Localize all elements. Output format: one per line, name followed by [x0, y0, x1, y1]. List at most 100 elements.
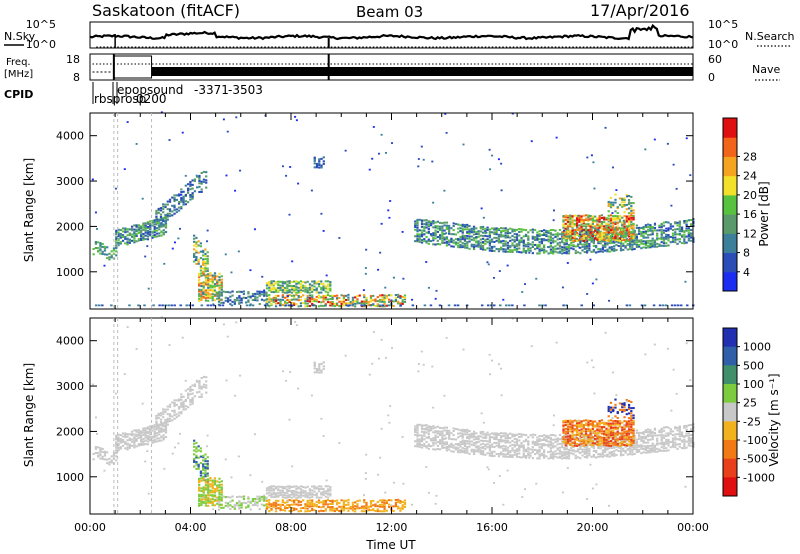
power-cell-2377: [627, 223, 631, 226]
velocity-cell-2098: [571, 434, 574, 437]
velocity-cell-53: [117, 438, 120, 441]
velocity-cell-973: [392, 510, 395, 513]
power-cell-2147: [580, 217, 583, 220]
power-cell-1869: [642, 236, 645, 239]
power-cell-1297: [488, 233, 491, 236]
power-cell-627: [277, 289, 280, 292]
velocity-cell-1069: [427, 437, 430, 440]
velocity-cell-1108: [438, 441, 442, 444]
velocity-cell-184: [158, 423, 161, 426]
power-cell-1262: [479, 230, 482, 233]
velocity-cell-1493: [543, 444, 546, 447]
power-cell-456: [209, 295, 212, 298]
velocity-cell-1987: [674, 426, 677, 429]
velocity-cell-826: [308, 499, 312, 502]
velocity-cell-964: [385, 502, 388, 505]
velocity-cell-1158: [452, 434, 455, 437]
power-cell-1114: [441, 241, 444, 244]
velocity-cell-358: [199, 474, 203, 477]
power-cell-440: [204, 275, 208, 278]
power-cell-769: [277, 294, 280, 297]
velocity-cell-2117: [575, 438, 579, 441]
power-cell-66: [121, 227, 125, 230]
velocity-cell-2000: [678, 430, 681, 433]
velocity-cell-396: [198, 504, 201, 507]
power-near-1328: [423, 304, 427, 307]
power-cell-601: [265, 287, 269, 290]
power-cell-1042: [420, 235, 424, 238]
power-cell-911: [356, 300, 359, 303]
power-cell-2175: [587, 224, 590, 227]
power-cell-1091: [434, 237, 437, 240]
velocity-cell-1875: [644, 451, 648, 454]
velocity-cell-2133: [578, 425, 581, 428]
velocity-cell-1885: [647, 449, 650, 452]
power-cell-2144: [580, 223, 583, 226]
velocity-cell-539: [229, 508, 232, 511]
power-colorbar-swatch-2: [723, 233, 737, 254]
velocity-cell-1415: [520, 444, 523, 447]
power-cell-1198: [463, 236, 467, 239]
power-cell-650: [286, 284, 289, 287]
power-cell-261: [175, 208, 178, 211]
power-cell-1843: [635, 241, 638, 244]
power-cell-280: [182, 199, 185, 202]
power-cell-332: [205, 171, 208, 174]
power-cell-2233: [598, 216, 601, 219]
velocity-cell-51: [117, 443, 120, 446]
power-cell-687: [302, 284, 305, 287]
power-cell-14: [99, 242, 102, 245]
power-cell-490: [216, 297, 219, 300]
velocity-cell-301: [191, 402, 194, 405]
velocity-cell-1120: [441, 434, 444, 437]
velocity-cell-650: [286, 489, 289, 492]
power-cell-2062: [564, 235, 567, 238]
power-cell-2261: [605, 228, 608, 231]
velocity-cell-377: [204, 473, 207, 476]
power-cell-1054: [423, 227, 426, 230]
velocity-cell-1043: [420, 438, 424, 441]
velocity-cell-2004: [680, 447, 684, 450]
velocity-cell-901: [351, 509, 355, 512]
power-cell-1247: [475, 227, 478, 230]
velocity-cell-217: [159, 428, 163, 431]
power-cell-222: [159, 209, 163, 212]
power-scatter-110: [497, 158, 500, 161]
power-scatter-87: [281, 165, 284, 168]
power-cell-1659: [585, 231, 589, 234]
velocity-cell-1982: [674, 441, 677, 444]
power-cell-2134: [578, 218, 581, 221]
velocity-cell-1375: [509, 437, 512, 440]
velocity-cell-2119: [575, 433, 579, 436]
power-cell-2332: [618, 227, 622, 230]
velocity-cell-1974: [671, 444, 675, 447]
power-cell-362: [199, 250, 203, 253]
velocity-cell-553: [238, 506, 241, 509]
power-cell-565: [245, 301, 248, 304]
power-scatter-83: [146, 245, 149, 248]
velocity-cell-775: [281, 503, 284, 506]
power-cell-1185: [461, 238, 464, 241]
power-cell-1126: [443, 236, 446, 239]
velocity-cell-1130: [443, 426, 446, 429]
power-cell-2202: [591, 215, 595, 218]
velocity-cell-2143: [580, 430, 583, 433]
power-cell-1081: [429, 220, 433, 223]
velocity-cell-1127: [443, 437, 446, 440]
power-cell-713: [315, 289, 318, 292]
velocity-cell-401: [198, 493, 201, 496]
power-near-1952: [580, 304, 583, 307]
velocity-cell-1170: [457, 442, 460, 446]
power-cell-295: [189, 195, 192, 198]
power-scatter-68: [364, 272, 367, 275]
velocity-cell-1189: [461, 435, 464, 438]
power-cell-1640: [583, 247, 586, 250]
velocity-cell-488: [213, 479, 217, 482]
power-cell-42: [115, 239, 118, 242]
power-cell-2352: [623, 229, 626, 232]
velocity-cell-1926: [656, 434, 659, 437]
power-cell-2137: [580, 237, 583, 240]
power-cell-1622: [579, 252, 582, 255]
power-cell-1411: [518, 230, 521, 233]
power-cell-740: [329, 289, 332, 292]
